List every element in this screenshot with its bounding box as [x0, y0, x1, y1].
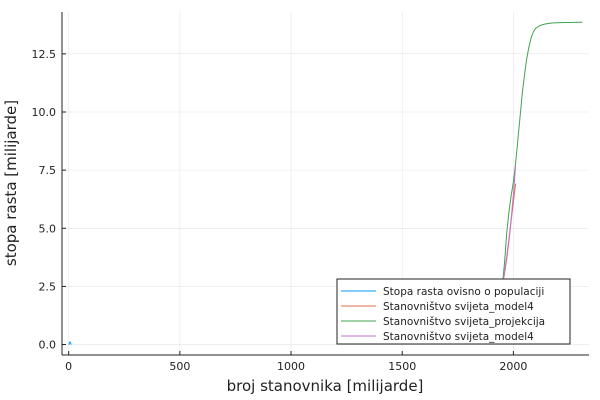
- y-tick-label: 5.0: [39, 222, 57, 235]
- series-layer: [68, 21, 583, 345]
- x-tick-label: 1000: [277, 360, 305, 373]
- x-tick-label: 1500: [388, 360, 416, 373]
- grid: [62, 12, 589, 355]
- legend-label: Stopa rasta ovisno o populaciji: [383, 286, 544, 298]
- y-tick-label: 7.5: [39, 164, 57, 177]
- x-tick-label: 500: [169, 360, 190, 373]
- x-axis-label: broj stanovnika [milijarde]: [227, 377, 424, 395]
- y-tick-label: 12.5: [32, 48, 57, 61]
- series-line-1: [68, 341, 72, 345]
- y-axis-label: stopa rasta [milijarde]: [2, 100, 20, 266]
- legend-label: Stanovništvo svijeta_model4: [383, 331, 534, 343]
- series-line-3: [501, 21, 583, 287]
- x-tick-label: 2000: [499, 360, 527, 373]
- legend-box: [336, 278, 571, 345]
- legend-label: Stanovništvo svijeta_model4: [383, 301, 534, 313]
- y-ticks: 0.0 2.5 5.0 7.5 10.0 12.5: [32, 48, 66, 352]
- x-ticks: 0 500 1000 1500 2000: [65, 351, 527, 373]
- y-tick-label: 2.5: [39, 280, 57, 293]
- x-tick-label: 0: [65, 360, 72, 373]
- y-tick-label: 0.0: [39, 339, 57, 352]
- series-line-4: [501, 165, 517, 286]
- legend: Stopa rasta ovisno o populaciji Stanovniš…: [336, 278, 571, 345]
- y-tick-label: 10.0: [32, 106, 57, 119]
- legend-label: Stanovništvo svijeta_projekcija: [383, 316, 545, 328]
